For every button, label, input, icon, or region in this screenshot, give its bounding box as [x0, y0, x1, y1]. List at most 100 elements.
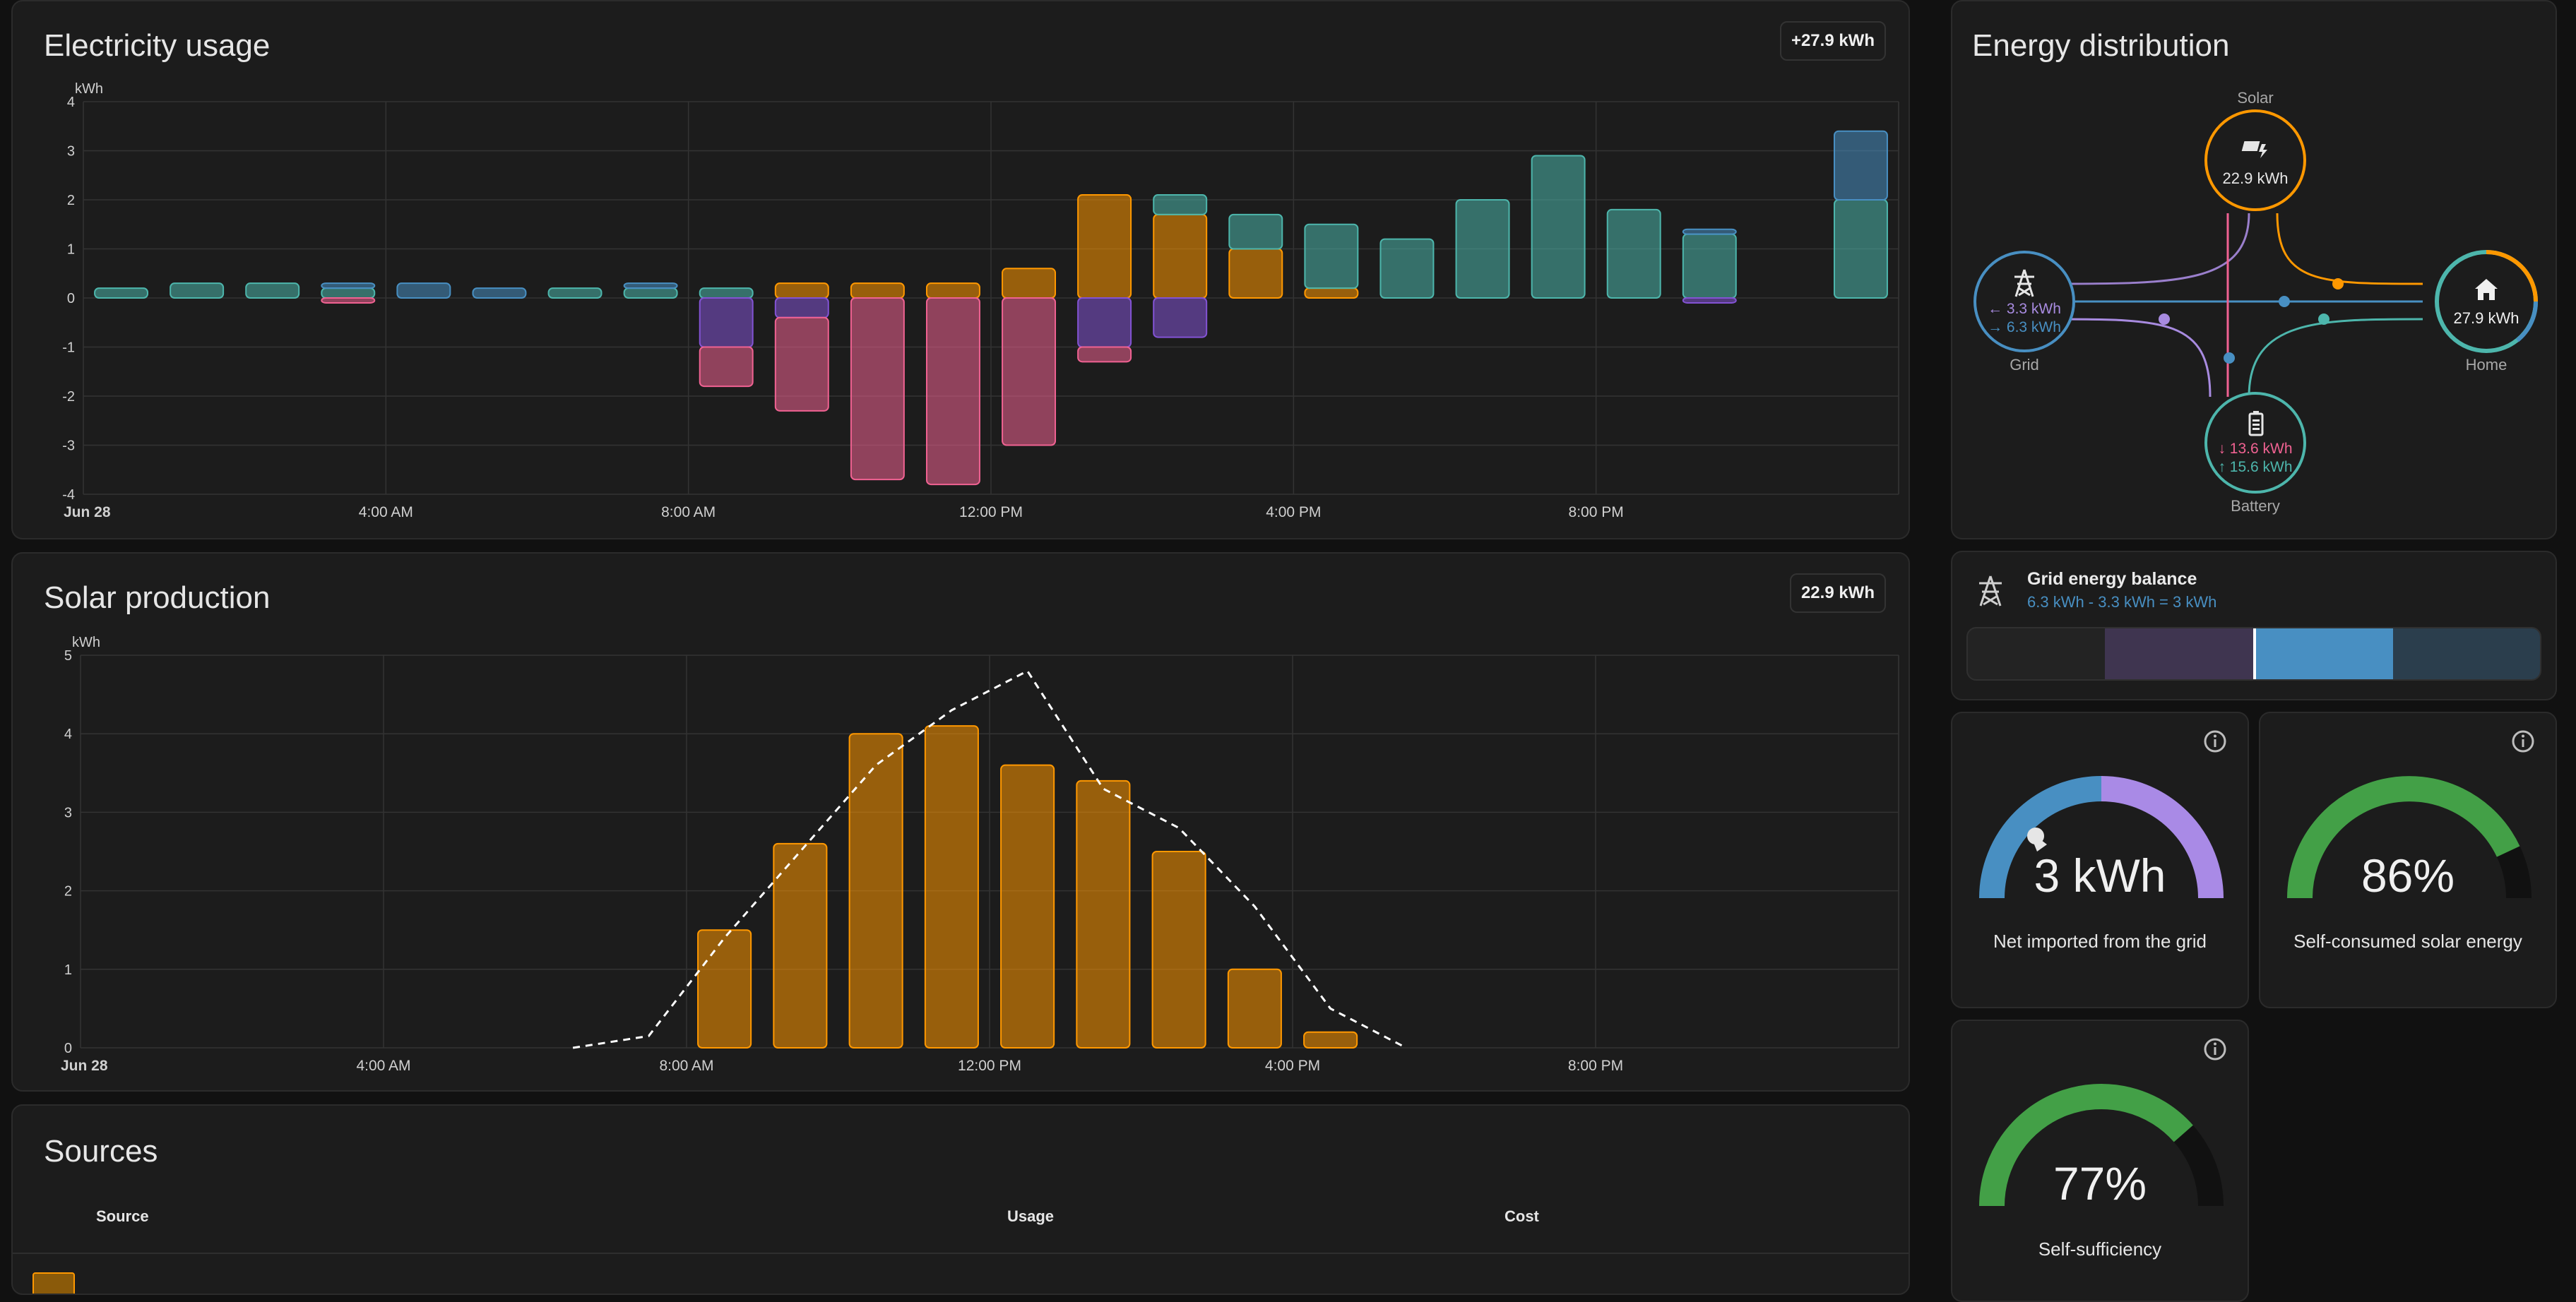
solar-flow-dot: [2332, 278, 2344, 289]
bar-solar: [1228, 248, 1283, 299]
bar-solar: [774, 282, 829, 299]
bar-solar: [1002, 268, 1057, 299]
grid-balance-export-segment: [2105, 628, 2256, 679]
x-tick-label: 12:00 PM: [958, 1058, 1021, 1074]
y-tick-label: 5: [64, 648, 72, 664]
bar-battery-discharge: [1606, 208, 1661, 299]
energy-distribution-title: Energy distribution: [1972, 28, 2230, 63]
y-tick-label: 1: [67, 242, 75, 258]
info-icon[interactable]: [2201, 1035, 2229, 1063]
bar-battery-discharge: [170, 282, 225, 299]
bar-grid-import: [623, 282, 678, 289]
bar-battery-charge: [1077, 346, 1132, 363]
bar-solar: [925, 282, 980, 299]
grid-balance-import-segment: [2256, 628, 2393, 679]
gauge-arc-value: [2287, 776, 2520, 899]
net-grid-gauge: [1979, 776, 2224, 899]
bar-grid-import: [321, 282, 376, 289]
x-tick-label: Jun 28: [61, 1058, 108, 1074]
grid-balance-title: Grid energy balance: [2027, 569, 2197, 589]
battery-out-value: ↑ 15.6 kWh: [2218, 459, 2292, 475]
x-tick-label: 4:00 AM: [356, 1058, 410, 1074]
bar-grid-import: [1682, 228, 1737, 235]
home-icon: [2475, 279, 2498, 300]
x-tick-label: 8:00 PM: [1569, 504, 1624, 520]
self-sufficiency-gauge: [1979, 1083, 2224, 1207]
info-icon[interactable]: [2509, 727, 2537, 755]
sources-card: Sources Source Usage Cost: [11, 1104, 1910, 1295]
column-source[interactable]: Source: [96, 1207, 149, 1225]
bar-grid-export: [699, 297, 754, 348]
grid-balance-bar: [1966, 627, 2541, 681]
battery-home-flow-line: [2248, 318, 2423, 398]
bar-battery-discharge: [321, 287, 376, 299]
grid-balance-marker: [2253, 628, 2256, 679]
bar-grid-import: [1833, 130, 1888, 201]
bar-solar: [1303, 1031, 1358, 1049]
y-axis-unit: kWh: [75, 81, 103, 97]
bar-battery-discharge: [699, 287, 754, 299]
x-tick-label: 4:00 PM: [1266, 504, 1321, 520]
bar-solar: [1153, 213, 1208, 299]
electricity-usage-total: +27.9 kWh: [1779, 21, 1886, 61]
divider: [13, 1253, 1909, 1254]
info-icon[interactable]: [2201, 727, 2229, 755]
bar-solar: [697, 929, 752, 1049]
self-consumed-caption: Self-consumed solar energy: [2293, 931, 2522, 952]
bar-solar: [1077, 194, 1132, 299]
grid-in-value: ← 3.3 kWh: [1988, 301, 2061, 317]
x-tick-label: 4:00 AM: [359, 504, 413, 520]
solar-value: 22.9 kWh: [2223, 169, 2289, 187]
column-usage[interactable]: Usage: [1007, 1207, 1055, 1225]
y-tick-label: 0: [64, 1041, 72, 1056]
grid-node: [1973, 251, 2075, 352]
x-tick-label: 12:00 PM: [959, 504, 1023, 520]
export-flow-dot: [2159, 313, 2170, 325]
self-sufficiency-gauge-card: 77% Self-sufficiency: [1951, 1020, 2249, 1302]
column-cost[interactable]: Cost: [1504, 1207, 1539, 1225]
solar-production-total: 22.9 kWh: [1789, 573, 1886, 613]
solar-power-icon: [2241, 141, 2267, 158]
net-grid-value: 3 kWh: [2034, 849, 2166, 902]
bar-grid-export: [1077, 297, 1132, 348]
bar-battery-discharge: [1304, 223, 1359, 289]
solar-node: [2204, 109, 2306, 211]
bar-battery-discharge: [1682, 233, 1737, 299]
bar-battery-charge: [321, 297, 376, 304]
gauge-arc-value: [1979, 1083, 2193, 1207]
solar-production-chart[interactable]: 5 4 3 2 1 0 kWh Jun 28 4:00 AM 8:00 AM 12:00 PM 4:0…: [13, 554, 1910, 1092]
forecast-line: [572, 669, 1407, 1049]
bar-battery-discharge: [1455, 199, 1510, 299]
solar-production-card: Solar production 22.9 kWh 5 4 3 2 1 0 kWh Jun 2…: [11, 552, 1910, 1092]
battery-label: Battery: [2231, 497, 2280, 515]
bar-grid-export: [1153, 297, 1208, 338]
battery-home-flow-dot: [2318, 313, 2329, 325]
bar-solar: [1227, 968, 1282, 1049]
home-node-solar-arc: [2486, 250, 2538, 302]
y-tick-label: -4: [62, 487, 75, 503]
bar-battery-charge: [925, 297, 980, 486]
bar-battery-discharge: [1153, 194, 1208, 215]
grid-balance-remaining-segment: [2393, 628, 2540, 679]
bar-battery-discharge: [1228, 213, 1283, 250]
x-tick-label: Jun 28: [64, 504, 111, 520]
bar-battery-charge: [774, 316, 829, 412]
bar-grid-import: [472, 287, 527, 299]
y-tick-label: 2: [67, 193, 75, 208]
self-consumed-value: 86%: [2361, 849, 2455, 902]
bar-grid-export: [774, 297, 829, 318]
bar-solar: [850, 282, 905, 299]
x-tick-label: 8:00 AM: [661, 504, 716, 520]
bar-battery-discharge: [1833, 199, 1888, 299]
bar-battery-charge: [850, 297, 905, 481]
bar-grid-import: [396, 282, 451, 299]
electricity-usage-chart[interactable]: 4 3 2 1 0 -1 -2 -3 -4 kWh Jun 28 4:00 AM 8:00 AM 12:0…: [13, 1, 1910, 539]
x-tick-label: 4:00 PM: [1265, 1058, 1320, 1074]
bar-battery-discharge: [623, 287, 678, 299]
grid-out-value: → 6.3 kWh: [1988, 319, 2061, 335]
energy-flow-diagram: Solar 22.9 kWh ← 3.3 kWh → 6.3 kWh Grid …: [1973, 89, 2539, 515]
transmission-tower-icon: [2014, 269, 2034, 297]
bar-solar: [773, 842, 828, 1049]
net-grid-caption: Net imported from the grid: [1993, 931, 2207, 952]
grid-battery-flow-line: [2050, 318, 2212, 398]
